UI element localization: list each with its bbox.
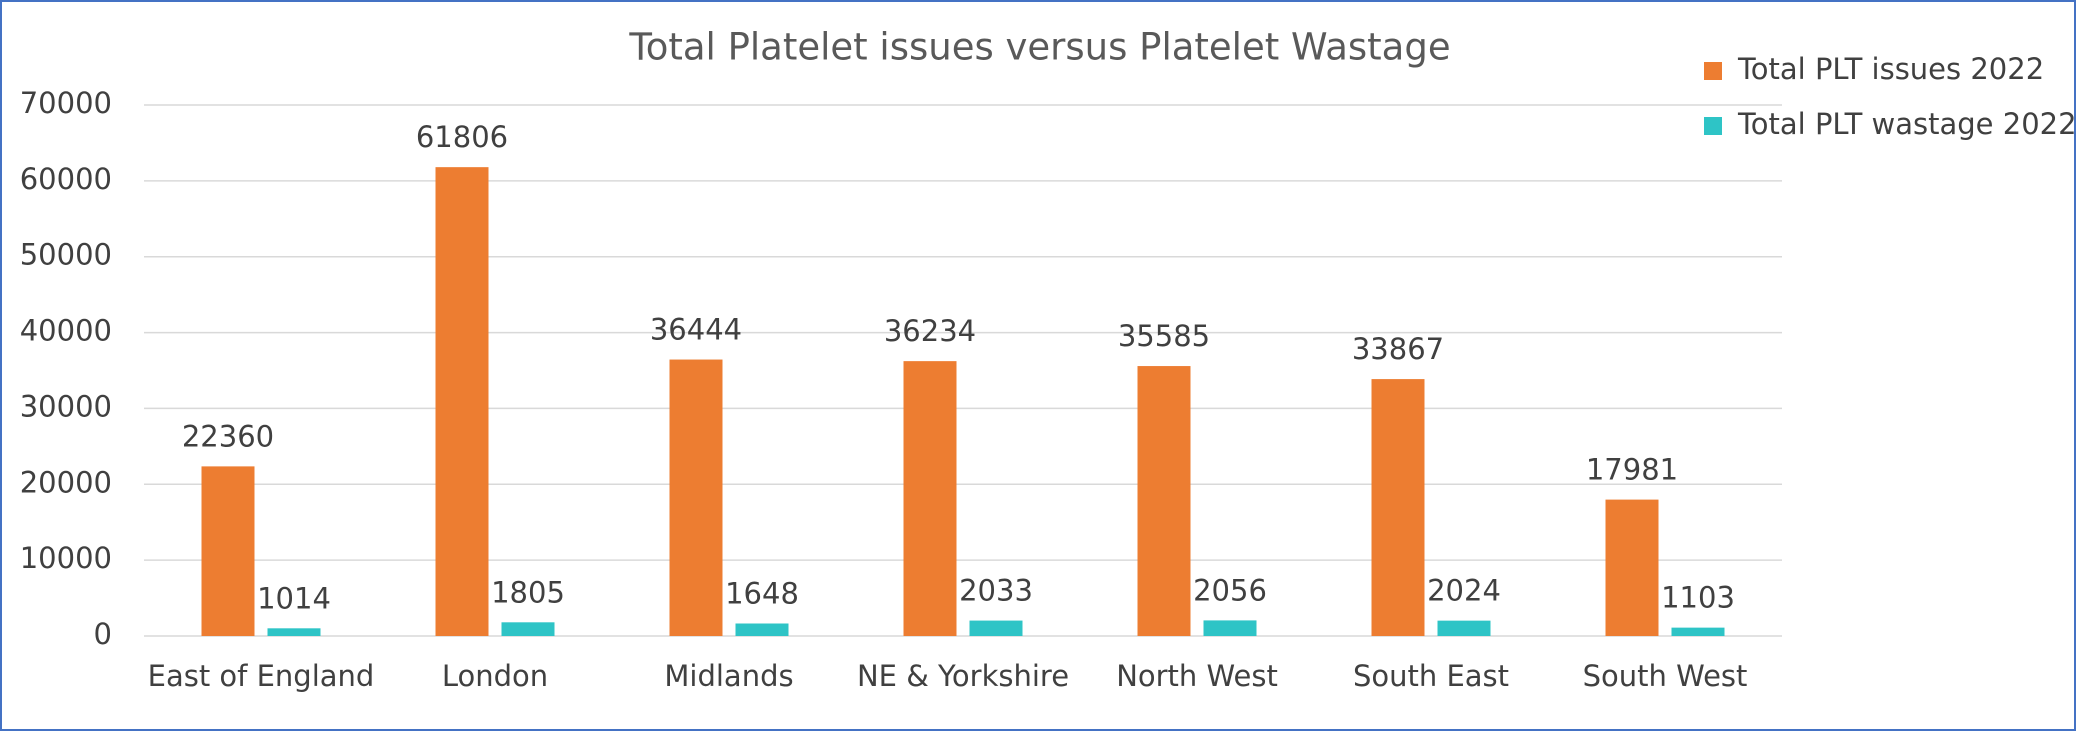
data-label: 36444 (650, 313, 742, 347)
data-label: 61806 (416, 120, 508, 154)
bar (735, 623, 789, 636)
data-label: 36234 (884, 314, 976, 348)
legend-swatch (1704, 62, 1722, 80)
y-tick-label: 70000 (20, 86, 112, 120)
data-label: 1103 (1661, 581, 1735, 615)
y-tick-label: 40000 (20, 314, 112, 348)
data-label: 22360 (182, 419, 274, 453)
data-label: 1648 (725, 576, 799, 610)
x-tick-label: London (442, 659, 548, 693)
legend-label: Total PLT wastage 2022 (1737, 107, 2076, 141)
data-label: 2033 (959, 574, 1033, 608)
legend-label: Total PLT issues 2022 (1737, 52, 2044, 86)
data-label: 17981 (1586, 453, 1678, 487)
y-tick-label: 10000 (20, 541, 112, 575)
data-label: 2024 (1427, 574, 1501, 608)
y-tick-label: 0 (94, 617, 112, 651)
bar (969, 620, 1023, 636)
legend-swatch (1704, 117, 1722, 135)
bar (435, 167, 489, 636)
bar (1605, 499, 1659, 636)
data-label: 33867 (1352, 332, 1444, 366)
bar (1671, 627, 1725, 636)
bar (903, 361, 957, 636)
bar (1437, 620, 1491, 636)
bar (201, 466, 255, 636)
x-tick-label: East of England (148, 659, 375, 693)
bar (1203, 620, 1257, 636)
bar (669, 359, 723, 636)
chart-title: Total Platelet issues versus Platelet Wa… (628, 26, 1450, 69)
bar (267, 628, 321, 636)
x-tick-label: NE & Yorkshire (857, 659, 1069, 693)
x-tick-label: South East (1353, 659, 1509, 693)
y-tick-label: 20000 (20, 465, 112, 499)
y-tick-label: 50000 (20, 238, 112, 272)
y-tick-label: 60000 (20, 162, 112, 196)
y-tick-label: 30000 (20, 389, 112, 423)
bar (1371, 379, 1425, 636)
data-label: 1805 (491, 575, 565, 609)
bar (501, 622, 555, 636)
x-tick-label: Midlands (664, 659, 793, 693)
data-label: 35585 (1118, 319, 1210, 353)
data-label: 1014 (257, 581, 331, 615)
data-label: 2056 (1193, 573, 1267, 607)
x-tick-label: South West (1583, 659, 1748, 693)
bar (1137, 366, 1191, 636)
x-tick-label: North West (1116, 659, 1278, 693)
